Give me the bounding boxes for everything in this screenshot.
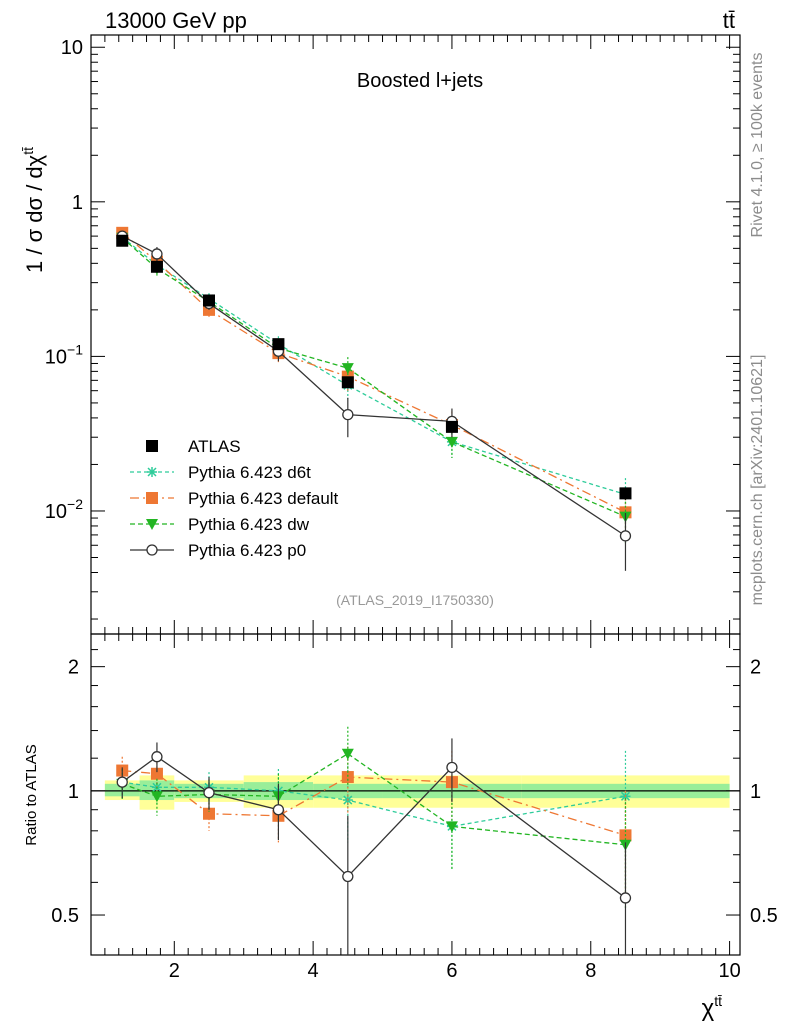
ratio-series-pythia-6-423-p0 bbox=[116, 738, 632, 955]
legend-label: Pythia 6.423 d6t bbox=[188, 463, 311, 482]
ratio-point bbox=[341, 748, 354, 760]
ratio-point bbox=[445, 821, 458, 833]
data-point bbox=[272, 338, 285, 351]
y-tick-label: 10−1 bbox=[45, 341, 83, 368]
header-right: tt̄ bbox=[723, 8, 735, 33]
data-point bbox=[341, 376, 354, 389]
legend-label: Pythia 6.423 default bbox=[188, 489, 339, 508]
data-point bbox=[445, 436, 458, 448]
legend-marker bbox=[146, 440, 158, 452]
ratio-tick-label-left: 1 bbox=[68, 781, 79, 803]
ratio-point bbox=[203, 786, 215, 799]
y-tick-label: 10−2 bbox=[45, 496, 83, 523]
tick-labels: 2 4 6 8 10 10−2 10−1 1 10 0.5 0.5 1 1 2 2 bbox=[45, 37, 778, 982]
ratio-tick-label-left: 2 bbox=[68, 657, 79, 679]
legend-label: Pythia 6.423 dw bbox=[188, 515, 310, 534]
ratio-tick-label-right: 0.5 bbox=[750, 905, 778, 927]
mcplots-label: mcplots.cern.ch [arXiv:2401.10621] bbox=[749, 355, 766, 606]
data-point bbox=[116, 234, 129, 247]
legend-item: Pythia 6.423 dw bbox=[130, 515, 310, 534]
y-axis-label: 1 / σ dσ / dχtt̄ bbox=[20, 147, 47, 273]
x-tick-label: 4 bbox=[308, 960, 319, 982]
x-tick-label: 8 bbox=[585, 960, 596, 982]
series-atlas bbox=[116, 234, 632, 500]
data-point bbox=[341, 363, 354, 375]
legend-item: Pythia 6.423 d6t bbox=[130, 463, 311, 482]
data-point bbox=[445, 420, 458, 433]
x-tick-label: 6 bbox=[446, 960, 457, 982]
ratio-tick-label-right: 1 bbox=[750, 781, 761, 803]
header-left: 13000 GeV pp bbox=[105, 8, 247, 33]
legend-item: Pythia 6.423 p0 bbox=[130, 541, 306, 560]
data-series bbox=[116, 226, 632, 955]
axis-ticks bbox=[91, 35, 740, 956]
x-axis-label: χtt̄ bbox=[702, 993, 722, 1022]
legend-item: Pythia 6.423 default bbox=[130, 489, 339, 508]
ratio-point bbox=[151, 751, 163, 763]
legend-marker bbox=[146, 519, 158, 530]
data-point bbox=[342, 408, 354, 421]
legend-marker bbox=[146, 492, 158, 504]
data-point bbox=[151, 248, 163, 260]
legend-label: ATLAS bbox=[188, 437, 241, 456]
ratio-point bbox=[150, 767, 163, 780]
x-tick-label: 2 bbox=[169, 960, 180, 982]
legend-item: ATLAS bbox=[146, 437, 241, 456]
rivet-label: Rivet 4.1.0, ≥ 100k events bbox=[749, 53, 766, 238]
ratio-series-pythia-6-423-d6t bbox=[117, 750, 631, 871]
ratio-point bbox=[116, 776, 128, 788]
legend-marker bbox=[147, 467, 157, 477]
ratio-point bbox=[150, 791, 163, 803]
ratio-point bbox=[342, 870, 354, 883]
legend: ATLAS Pythia 6.423 d6t Pythia 6.423 defaul… bbox=[130, 437, 339, 560]
legend-marker bbox=[146, 544, 158, 556]
ratio-series-pythia-6-423-dw bbox=[116, 726, 632, 908]
chart-title: Boosted l+jets bbox=[357, 70, 483, 92]
analysis-id: (ATLAS_2019_I1750330) bbox=[336, 592, 494, 608]
marker-stroke bbox=[147, 467, 157, 477]
ratio-point bbox=[272, 804, 285, 816]
ratio-tick-label-right: 2 bbox=[750, 657, 761, 679]
ratio-tick-label-left: 0.5 bbox=[51, 905, 79, 927]
ratio-plot-frame bbox=[90, 633, 741, 956]
plot-frames bbox=[90, 34, 741, 956]
legend-label: Pythia 6.423 p0 bbox=[188, 541, 306, 560]
y-tick-label: 10 bbox=[61, 37, 83, 59]
data-point bbox=[619, 487, 632, 500]
data-point bbox=[203, 294, 215, 307]
data-point bbox=[619, 530, 632, 542]
data-point bbox=[150, 260, 163, 273]
ratio-point bbox=[341, 771, 354, 784]
ratio-series-pythia-6-423-default bbox=[116, 746, 632, 895]
x-tick-label: 10 bbox=[718, 960, 740, 982]
ratio-point bbox=[203, 807, 215, 820]
y-tick-label: 1 bbox=[72, 192, 83, 214]
ratio-point bbox=[446, 761, 458, 774]
ratio-y-axis-label: Ratio to ATLAS bbox=[23, 744, 40, 845]
ratio-point bbox=[619, 892, 632, 904]
